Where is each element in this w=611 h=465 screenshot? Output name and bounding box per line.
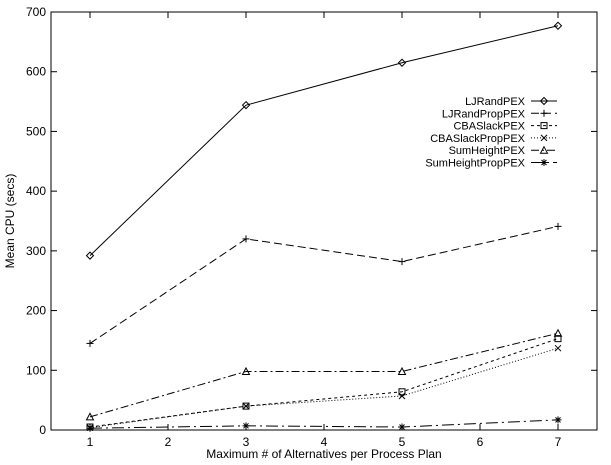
series-line bbox=[89, 347, 559, 429]
data-point-plus bbox=[86, 339, 94, 347]
legend-item: CBASlackPropPEX bbox=[430, 133, 557, 145]
data-point-square bbox=[540, 122, 548, 130]
data-point-plus bbox=[398, 258, 406, 266]
legend-item: CBASlackPEX bbox=[453, 121, 557, 133]
legend-label: CBASlackPEX bbox=[453, 121, 525, 133]
data-point-star bbox=[554, 416, 562, 424]
series-LJRandPropPEX bbox=[86, 222, 562, 347]
legend-label: CBASlackPropPEX bbox=[430, 133, 525, 145]
data-point-diamond bbox=[85, 251, 95, 260]
plot-frame bbox=[50, 11, 598, 431]
series-line bbox=[89, 419, 559, 429]
y-axis-label: Mean CPU (secs) bbox=[3, 174, 17, 269]
x-tick-label: 7 bbox=[555, 435, 562, 449]
x-tick-label: 4 bbox=[321, 435, 328, 449]
data-point-triangle bbox=[397, 366, 407, 375]
data-point-triangle bbox=[539, 145, 549, 154]
y-tick-label: 700 bbox=[26, 5, 46, 19]
data-point-diamond bbox=[539, 96, 549, 106]
legend-item: LJRandPropPEX bbox=[442, 108, 557, 120]
legend: LJRandPEXLJRandPropPEXCBASlackPEXCBASlac… bbox=[425, 96, 557, 170]
series-SumHeightPropPEX bbox=[86, 416, 562, 432]
series-SumHeightPEX bbox=[85, 328, 563, 421]
data-point-square bbox=[554, 335, 562, 343]
data-point-cross bbox=[554, 344, 562, 352]
legend-label: LJRandPEX bbox=[465, 96, 526, 108]
data-point-star bbox=[540, 159, 548, 166]
legend-item: LJRandPEX bbox=[465, 96, 557, 108]
series-line bbox=[89, 332, 559, 418]
y-tick-label: 400 bbox=[26, 184, 46, 198]
data-point-triangle bbox=[241, 366, 251, 375]
data-point-cross bbox=[540, 134, 548, 142]
legend-label: SumHeightPEX bbox=[449, 145, 526, 157]
x-tick-label: 1 bbox=[87, 435, 94, 449]
data-point-star bbox=[86, 424, 94, 432]
x-tick-label: 6 bbox=[477, 435, 484, 449]
data-point-diamond bbox=[241, 100, 251, 110]
data-point-square bbox=[242, 402, 250, 410]
data-point-triangle bbox=[85, 412, 95, 421]
legend-item: SumHeightPropPEX bbox=[425, 158, 557, 170]
y-tick-label: 0 bbox=[39, 423, 46, 437]
series-LJRandPEX bbox=[85, 21, 563, 260]
y-tick-label: 500 bbox=[26, 124, 46, 138]
x-axis-label: Maximum # of Alternatives per Process Pl… bbox=[206, 447, 441, 461]
series-line bbox=[89, 338, 559, 428]
data-point-cross bbox=[242, 402, 250, 410]
series-CBASlackPEX bbox=[86, 335, 562, 431]
data-point-diamond bbox=[397, 58, 407, 67]
data-point-star bbox=[242, 422, 250, 430]
legend-label: LJRandPropPEX bbox=[442, 108, 526, 120]
data-point-plus bbox=[540, 109, 548, 117]
y-tick-label: 200 bbox=[26, 304, 46, 318]
series-line bbox=[89, 25, 559, 256]
data-point-cross bbox=[398, 392, 406, 400]
x-tick-label: 2 bbox=[165, 435, 172, 449]
data-point-star bbox=[398, 423, 406, 431]
data-point-plus bbox=[242, 235, 250, 243]
x-tick-label: 5 bbox=[399, 435, 406, 449]
x-tick-label: 3 bbox=[243, 435, 250, 449]
y-tick-label: 100 bbox=[26, 363, 46, 377]
data-point-triangle bbox=[553, 328, 563, 337]
y-tick-label: 300 bbox=[26, 244, 46, 258]
y-tick-label: 600 bbox=[26, 65, 46, 79]
series-group bbox=[85, 21, 563, 432]
legend-label: SumHeightPropPEX bbox=[425, 158, 525, 170]
legend-item: SumHeightPEX bbox=[449, 145, 557, 157]
series-line bbox=[89, 225, 559, 344]
data-point-square bbox=[398, 388, 406, 396]
data-point-plus bbox=[554, 222, 562, 230]
axis-ticks: 0 100 200 300 400 500 600 700 1 2 3 4 5 6 7 bbox=[26, 5, 597, 449]
data-point-diamond bbox=[553, 21, 563, 30]
